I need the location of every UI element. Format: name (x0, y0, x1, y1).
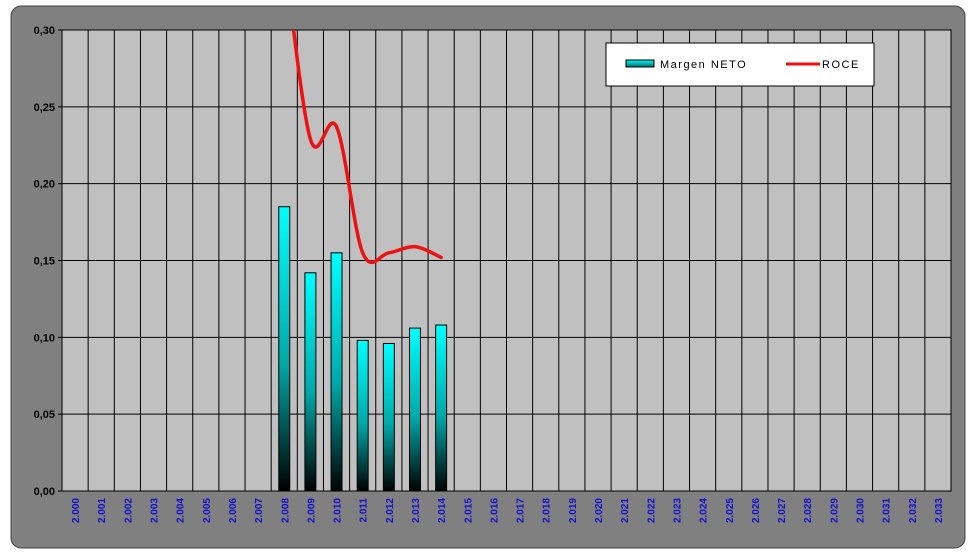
bar-margen-neto (330, 252, 343, 492)
x-tick-label: 2.014 (437, 498, 448, 523)
roce-line (291, 30, 443, 265)
x-tick-label: 2.007 (254, 498, 265, 523)
x-tick-label: 2.025 (725, 498, 736, 523)
x-tick-label: 2.011 (359, 498, 370, 523)
x-tick-label: 2.004 (176, 498, 187, 523)
bar-margen-neto (382, 342, 395, 492)
x-tick-label: 2.029 (829, 498, 840, 523)
x-tick-label: 2.027 (777, 498, 788, 523)
y-tick-label: 0,25 (34, 102, 55, 114)
y-tick-label: 0,30 (34, 25, 55, 37)
x-tick-label: 2.010 (333, 498, 344, 523)
x-tick-label: 2.032 (908, 498, 919, 523)
x-tick-label: 2.019 (568, 498, 579, 523)
bar-margen-neto (278, 206, 291, 492)
x-tick-label: 2.012 (385, 498, 396, 523)
legend: Margen NETO ROCE (605, 42, 875, 87)
x-axis-ticks: 2.000 2.001 2.002 2.003 2.004 2.005 2.006 2.007… (71, 498, 945, 523)
x-tick-label: 2.006 (228, 498, 239, 523)
x-tick-label: 2.023 (672, 498, 683, 523)
x-tick-label: 2.021 (620, 498, 631, 523)
bar-margen-neto (356, 339, 369, 492)
legend-label-margen-neto: Margen NETO (660, 59, 747, 71)
x-tick-label: 2.016 (489, 498, 500, 523)
x-tick-label: 2.017 (516, 498, 527, 523)
x-tick-label: 2.030 (855, 498, 866, 523)
x-tick-label: 2.000 (71, 498, 82, 523)
x-tick-label: 2.005 (202, 498, 213, 523)
bar-series-margen-neto (278, 206, 448, 492)
x-tick-label: 2.018 (542, 498, 553, 523)
x-tick-label: 2.028 (803, 498, 814, 523)
x-tick-label: 2.033 (934, 498, 945, 523)
x-tick-label: 2.008 (280, 498, 291, 523)
y-axis-ticks: 0,00 0,05 0,10 0,15 0,20 0,25 0,30 (34, 25, 62, 498)
x-tick-label: 2.031 (882, 498, 893, 523)
y-tick-label: 0,05 (34, 409, 55, 421)
bar-margen-neto (435, 324, 448, 492)
x-tick-label: 2.001 (97, 498, 108, 523)
gridlines (62, 29, 951, 492)
x-tick-label: 2.003 (150, 498, 161, 523)
x-tick-label: 2.024 (699, 498, 710, 523)
bar-margen-neto (304, 272, 317, 492)
x-tick-label: 2.009 (306, 498, 317, 523)
y-tick-label: 0,20 (34, 179, 55, 191)
legend-label-roce: ROCE (822, 59, 860, 71)
y-tick-label: 0,00 (34, 486, 55, 498)
x-tick-label: 2.026 (751, 498, 762, 523)
x-tick-label: 2.013 (411, 498, 422, 523)
x-tick-label: 2.022 (646, 498, 657, 523)
line-series-roce (291, 30, 443, 265)
x-tick-label: 2.002 (123, 498, 134, 523)
legend-swatch-bar (625, 59, 655, 68)
bar-margen-neto (408, 327, 421, 492)
x-tick-label: 2.015 (463, 498, 474, 523)
y-tick-label: 0,15 (34, 256, 55, 268)
x-tick-label: 2.020 (594, 498, 605, 523)
y-tick-label: 0,10 (34, 332, 55, 344)
